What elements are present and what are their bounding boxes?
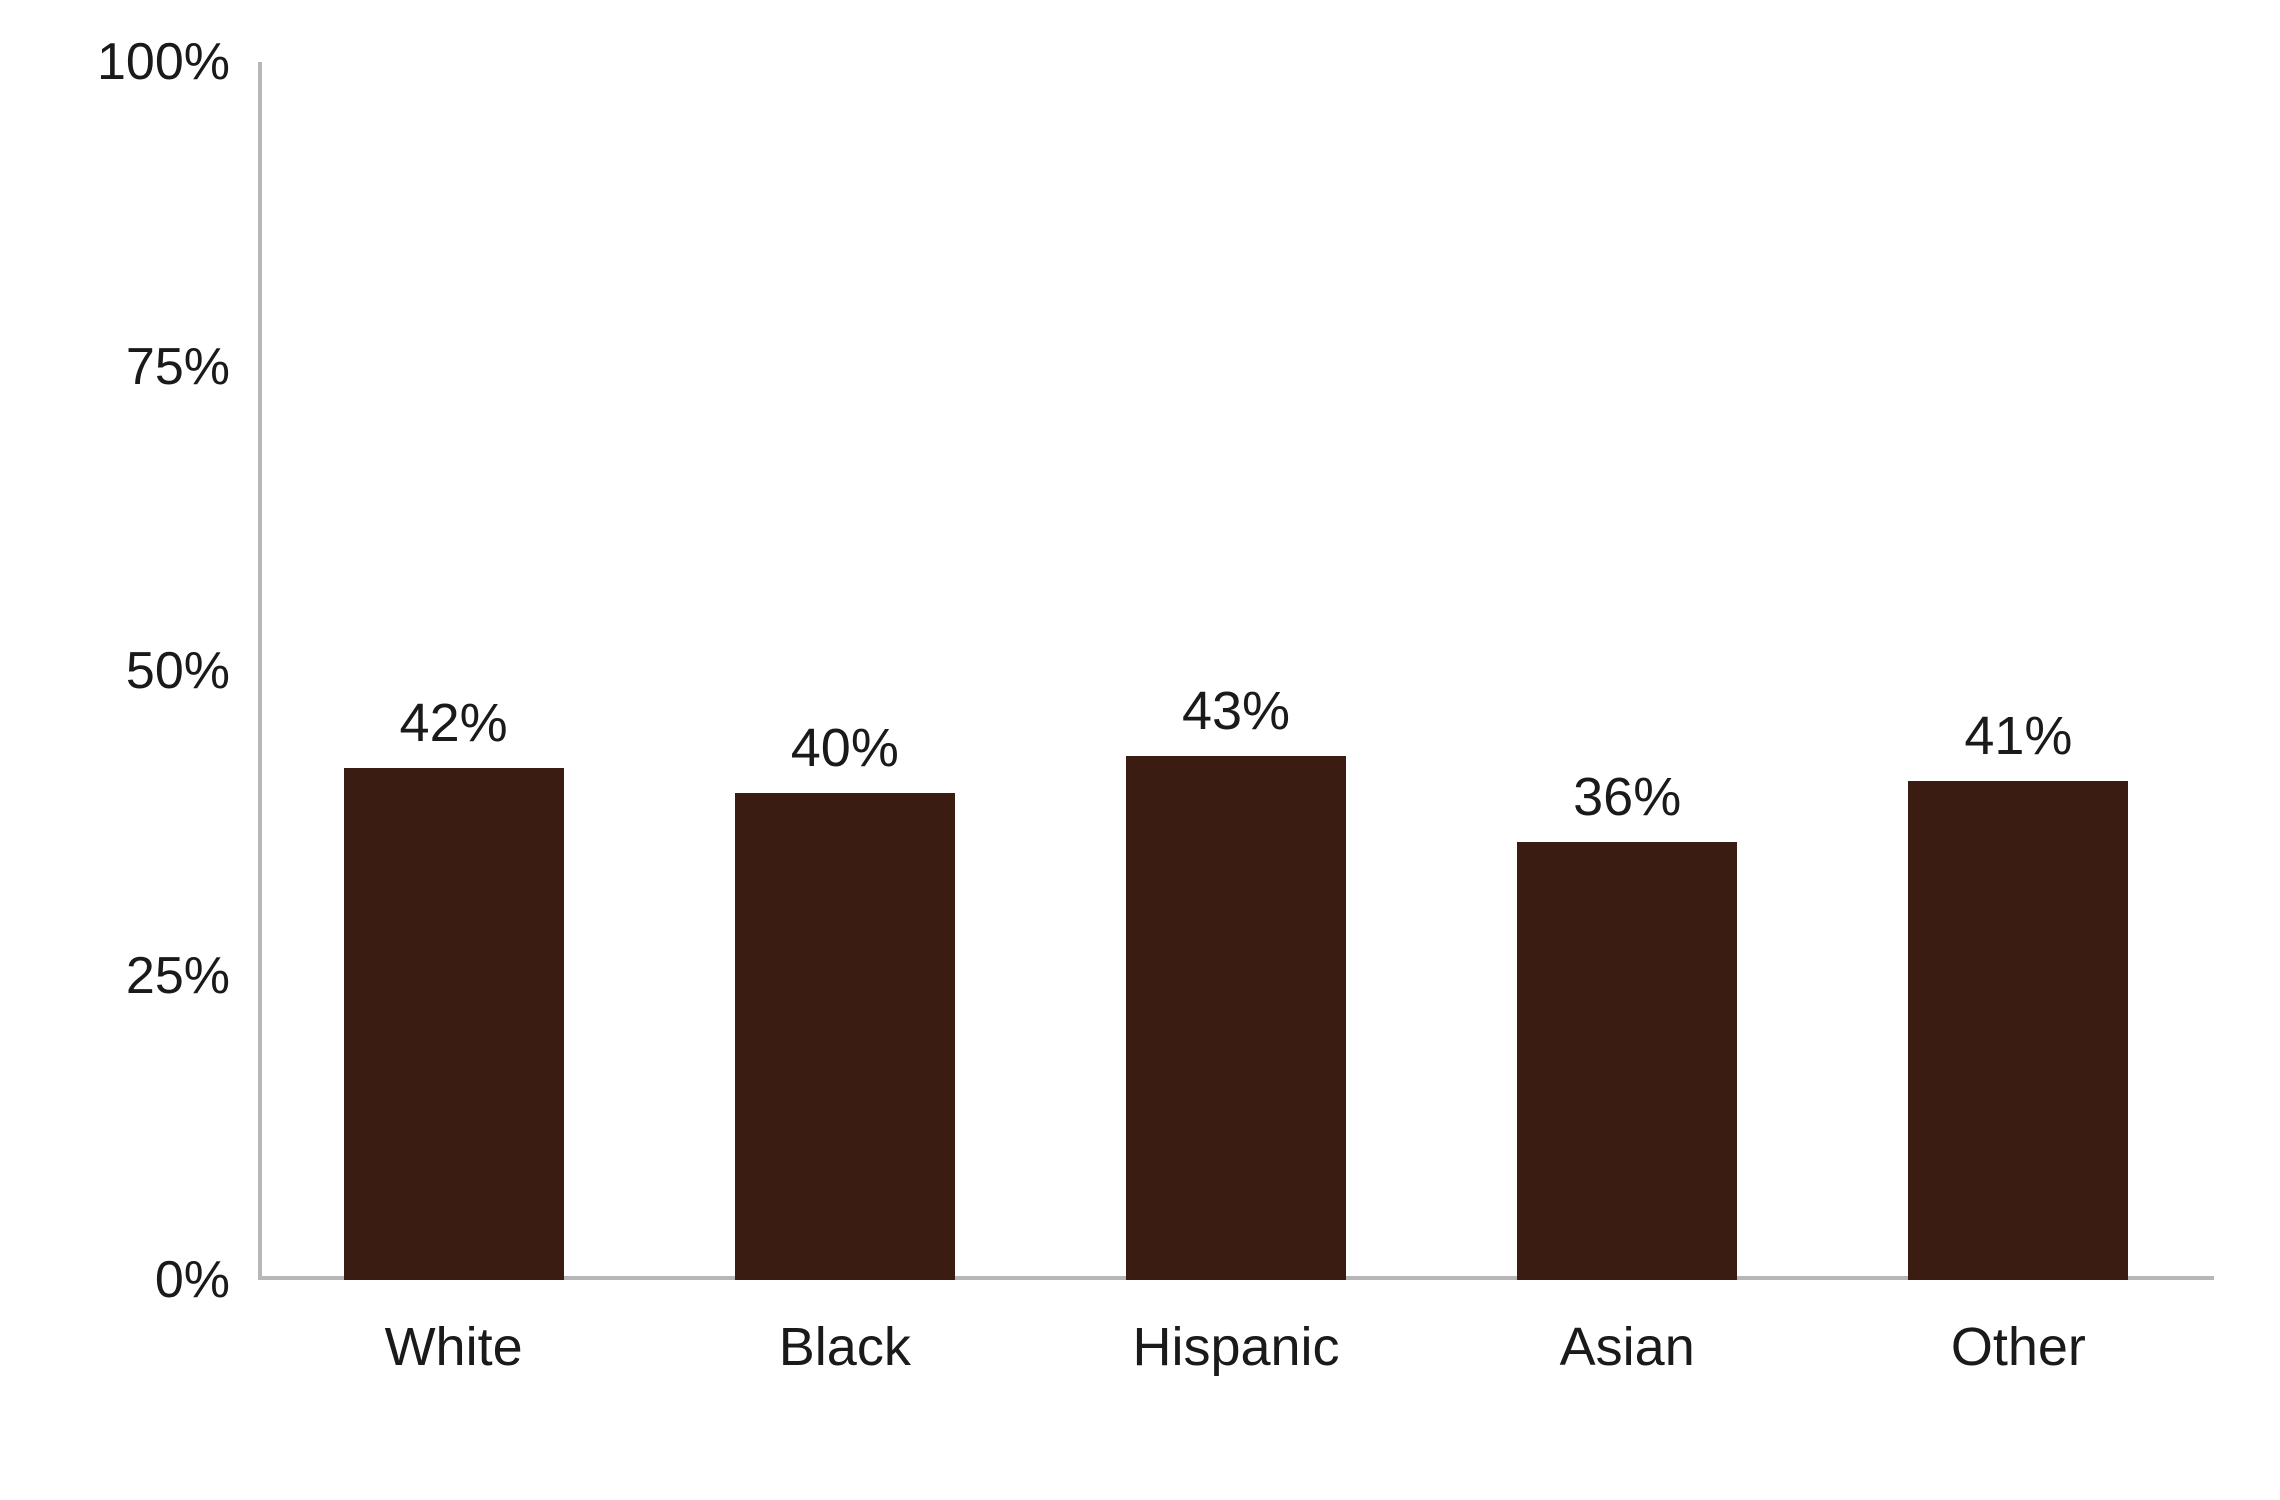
- x-tick-label: Black: [779, 1316, 911, 1378]
- bar: [1517, 842, 1737, 1280]
- bar: [1126, 756, 1346, 1280]
- bar: [344, 768, 564, 1280]
- y-tick-label: 75%: [126, 337, 230, 397]
- y-tick-label: 100%: [97, 32, 230, 92]
- bar-value-label: 42%: [400, 692, 508, 754]
- y-tick-label: 0%: [155, 1250, 230, 1310]
- bar: [735, 793, 955, 1280]
- x-tick-label: Hispanic: [1132, 1316, 1339, 1378]
- bar-value-label: 43%: [1182, 680, 1290, 742]
- bar-value-label: 36%: [1573, 766, 1681, 828]
- x-tick-label: Other: [1951, 1316, 2086, 1378]
- y-axis-line: [258, 62, 262, 1280]
- y-tick-label: 25%: [126, 946, 230, 1006]
- bar-value-label: 41%: [1964, 705, 2072, 767]
- bar-chart: 0% 25% 50% 75% 100% 42% White 40% Black 43% Hispan…: [0, 0, 2280, 1500]
- bar: [1908, 781, 2128, 1280]
- x-tick-label: White: [385, 1316, 523, 1378]
- bar-value-label: 40%: [791, 717, 899, 779]
- y-tick-label: 50%: [126, 641, 230, 701]
- x-tick-label: Asian: [1560, 1316, 1695, 1378]
